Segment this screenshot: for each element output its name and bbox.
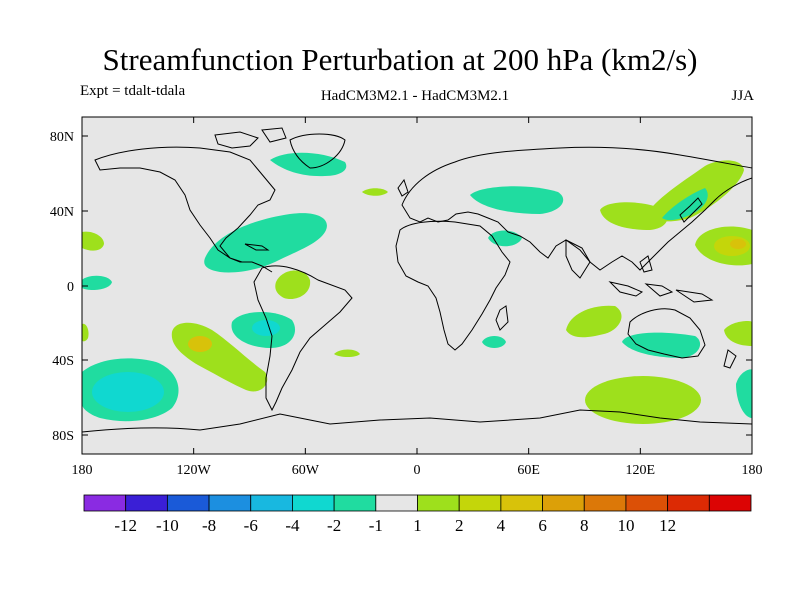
coastline-japan [679,197,703,223]
anomaly-region [736,369,752,418]
colorbar-swatch [583,494,627,512]
x-tick-label: 180 [72,463,93,478]
coastline-antarctica [82,409,752,433]
coastlines [82,127,752,433]
x-tick-label: 120E [626,463,656,478]
y-tick-label: 80N [50,130,74,145]
season-label: JJA [731,88,754,104]
colorbar-label: 12 [659,516,676,535]
colorbar-swatch [458,494,502,512]
anomaly-region [724,320,752,346]
colorbar-swatch [125,494,168,512]
y-tick-label: 80S [52,429,74,444]
colorbar-label: -2 [327,516,341,535]
x-tick-label: 60W [292,463,320,478]
colorbar-swatch [333,494,377,512]
anomaly-core [730,239,746,249]
x-tick-label: 60E [517,463,540,478]
anomaly-region [334,349,360,357]
colorbar: -12 -10 -8 -6 -4 -2 -1 1 2 4 6 8 10 12 [83,494,752,535]
colorbar-swatch [625,494,669,512]
coastline-india [565,239,591,279]
anomaly-region [648,160,744,222]
y-tick-label: 0 [67,280,74,295]
colorbar-swatch [250,494,293,512]
anomaly-region [470,186,564,214]
experiment-label: Expt = tdalt-tdala [80,83,186,99]
y-tick-label: 40S [52,354,74,369]
anomaly-core [252,320,280,336]
colorbar-swatch [292,494,335,512]
colorbar-label: 4 [497,516,506,535]
anomaly-region [662,188,708,221]
colorbar-label: -10 [156,516,179,535]
anomaly-region [482,336,506,348]
colorbar-label: 6 [538,516,547,535]
coastline-africa [395,220,511,351]
colorbar-label: -8 [202,516,216,535]
colorbar-label: -6 [244,516,258,535]
coastline-new-zealand [723,349,737,369]
anomaly-region [204,213,327,273]
anomaly-region [622,332,701,358]
coastline-north-america [94,146,276,273]
anomaly-region [585,376,701,424]
x-tick-label: 0 [414,463,421,478]
colorbar-label: 2 [455,516,464,535]
coastline-australia [627,308,706,359]
colorbar-label: -12 [114,516,137,535]
y-tick-label: 40N [50,205,74,220]
model-label: HadCM3M2.1 - HadCM3M2.1 [320,88,510,104]
colorbar-swatch [542,494,585,512]
coastline-eurasia [401,146,752,271]
anomaly-core [188,336,212,352]
axes: 180 120W 60W 0 60E 120E 180 80N 40N 0 40S 80S [50,117,763,478]
coastline-caribbean [244,243,270,251]
colorbar-swatch [83,494,127,512]
colorbar-swatch [166,494,210,512]
anomaly-region [82,323,89,342]
colorbar-label: 8 [580,516,589,535]
colorbar-label: -1 [369,516,383,535]
coastline-british-isles [397,178,409,197]
colorbar-swatch [417,494,460,512]
anomaly-region [270,152,347,177]
coastline-madagascar [495,305,509,331]
coastline-arctic-islands [214,127,287,149]
colorbar-swatch [208,494,252,512]
colorbar-swatch [708,494,752,512]
coastline-south-america [253,265,353,412]
colorbar-label: -4 [285,516,300,535]
colorbar-swatch [500,494,543,512]
x-tick-label: 180 [742,463,763,478]
colorbar-swatch [667,494,710,512]
colorbar-label: 10 [617,516,634,535]
anomaly-region [82,231,104,251]
anomaly-region [82,275,112,290]
colorbar-label: 1 [413,516,422,535]
anomaly-region [566,305,622,338]
anomaly-region [275,270,311,300]
x-tick-label: 120W [177,463,212,478]
coastline-greenland [289,133,346,169]
plot-title: Streamfunction Perturbation at 200 hPa (… [102,42,698,77]
coastline-indonesia [608,255,714,303]
anomaly-core [92,372,164,412]
colorbar-swatch [375,494,418,512]
anomaly-region [362,188,388,196]
